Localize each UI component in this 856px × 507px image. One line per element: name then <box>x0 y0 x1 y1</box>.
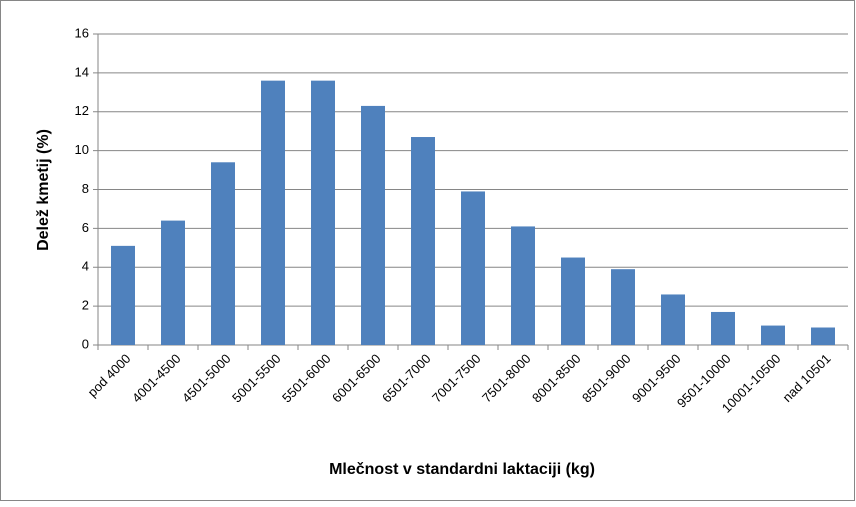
y-tick-label: 14 <box>75 64 89 79</box>
y-tick-label: 6 <box>82 220 89 235</box>
y-tick-label: 0 <box>82 336 89 351</box>
bar <box>361 105 385 345</box>
bar <box>811 327 835 345</box>
bar <box>411 137 435 345</box>
bar <box>311 80 335 346</box>
bar <box>111 245 135 345</box>
bar <box>561 257 585 345</box>
y-tick-label: 8 <box>82 181 89 196</box>
bar <box>711 311 735 345</box>
x-axis-label: Mlečnost v standardni laktaciji (kg) <box>329 461 595 478</box>
bar <box>511 226 535 345</box>
y-tick-label: 12 <box>75 103 89 118</box>
y-tick-label: 2 <box>82 298 89 313</box>
bar <box>761 325 785 345</box>
y-tick-label: 10 <box>75 142 89 157</box>
bar <box>661 294 685 345</box>
bar <box>261 80 285 346</box>
bar <box>461 191 485 345</box>
y-tick-label: 16 <box>75 25 89 40</box>
bar <box>611 269 635 345</box>
y-axis-label: Delež kmetij (%) <box>35 129 52 251</box>
bar <box>211 162 235 345</box>
y-tick-label: 4 <box>82 259 89 274</box>
bar <box>161 220 185 345</box>
